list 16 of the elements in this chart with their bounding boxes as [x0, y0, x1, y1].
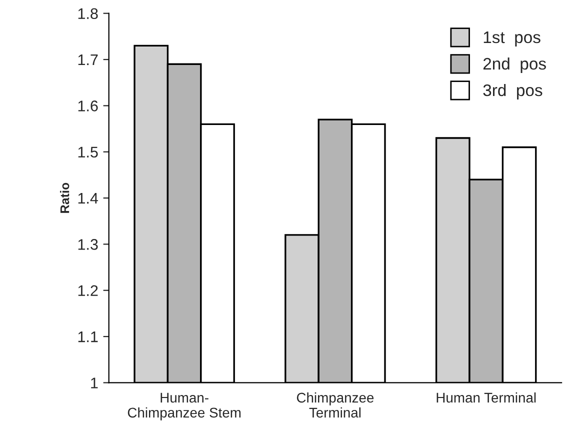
- legend-label: 2nd pos: [483, 57, 546, 73]
- y-tick-label: 1.8: [78, 8, 98, 20]
- y-tick-label: 1.1: [78, 332, 98, 342]
- y-tick-label: 1.6: [78, 100, 98, 112]
- y-tick-label: 1.7: [78, 54, 98, 66]
- legend-label: 1st pos: [484, 32, 540, 46]
- y-tick-label: 1: [91, 378, 98, 388]
- y-tick-label: 1.3: [78, 239, 98, 250]
- x-tick-label: Human- Chimpanzee Stem: [128, 392, 241, 420]
- x-tick-label: Chimpanzee Terminal: [296, 392, 374, 418]
- y-tick-label: 1.5: [78, 146, 98, 158]
- y-tick-label: 1.4: [78, 193, 98, 204]
- x-tick-label: Human Terminal: [436, 392, 536, 403]
- legend-label: 3rd pos: [483, 84, 542, 100]
- y-tick-label: 1.2: [78, 285, 98, 296]
- y-axis-title: Ratio: [60, 182, 70, 213]
